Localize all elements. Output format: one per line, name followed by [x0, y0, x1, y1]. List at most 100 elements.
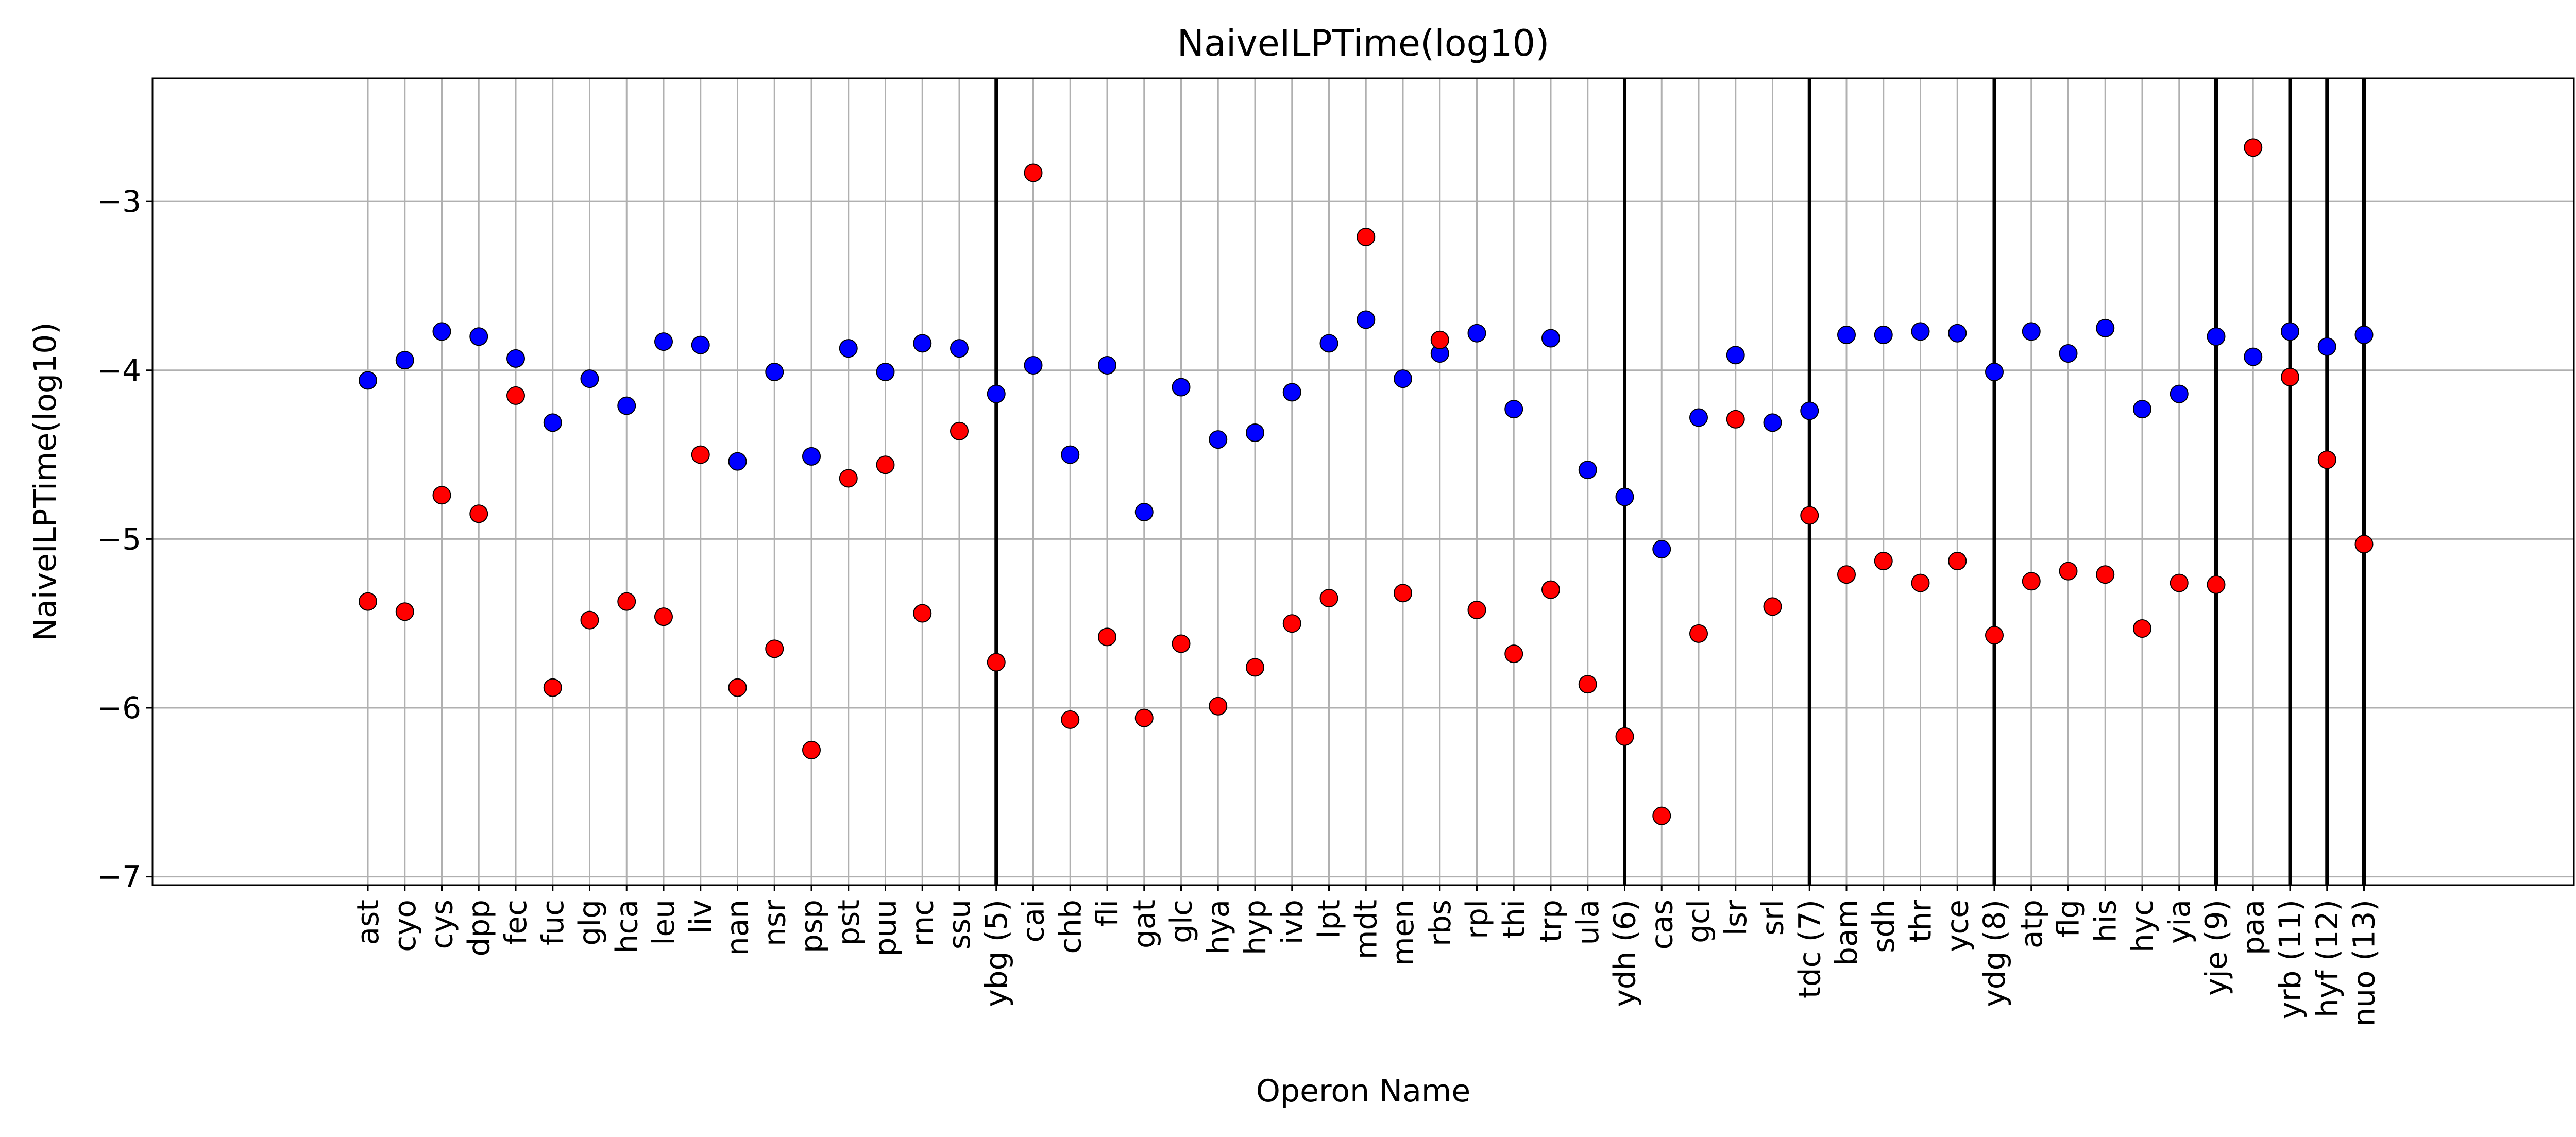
red-data-point	[802, 740, 821, 759]
x-tick-label: bam	[1829, 900, 1864, 966]
red-data-point	[1282, 614, 1301, 633]
red-data-point	[2207, 575, 2226, 594]
x-tick-label: thr	[1903, 900, 1938, 943]
red-data-point	[1061, 710, 1080, 729]
red-data-point	[469, 504, 488, 523]
blue-data-point	[1504, 400, 1523, 419]
blue-data-point	[1578, 461, 1597, 480]
red-data-point	[1763, 597, 1782, 616]
blue-data-point	[617, 396, 636, 415]
red-data-point	[2022, 572, 2041, 591]
x-tick-label: lpt	[1312, 900, 1347, 939]
x-tick-label: fli	[1090, 900, 1125, 927]
blue-data-point	[1800, 401, 1819, 420]
x-tick-label: ast	[350, 900, 385, 945]
red-data-point	[1394, 584, 1412, 603]
red-data-point	[2354, 535, 2374, 554]
x-tick-label: yce	[1940, 900, 1975, 952]
blue-data-point	[1098, 355, 1116, 375]
x-tick-label: dpp	[461, 900, 496, 956]
plot-frame	[151, 77, 2575, 886]
x-tick-label: yia	[2162, 900, 2197, 944]
blue-data-point	[1874, 325, 1893, 344]
blue-data-point	[1246, 423, 1264, 442]
red-data-point	[506, 386, 525, 405]
blue-data-point	[1948, 324, 1967, 343]
x-tick-label: rnc	[905, 900, 940, 946]
x-tick-label: glg	[572, 900, 607, 946]
red-data-point	[2317, 450, 2336, 469]
x-tick-label: gat	[1127, 900, 1162, 948]
blue-data-point	[839, 339, 858, 358]
red-data-point	[728, 678, 747, 697]
red-data-point	[2281, 367, 2299, 386]
x-tick-label: ybg (5)	[979, 900, 1014, 1007]
red-data-point	[1578, 675, 1597, 694]
blue-data-point	[1024, 355, 1043, 375]
x-axis-ticks: ast cyo cys dpp fec fuc glg hca leu liv nan nsr psp p…	[350, 885, 2382, 1027]
blue-data-point	[654, 332, 673, 351]
red-data-point	[987, 653, 1006, 672]
x-tick-label: puu	[868, 900, 903, 956]
x-tick-label: chb	[1053, 900, 1088, 954]
blue-data-point	[1467, 324, 1486, 343]
y-tick-label: −7	[97, 859, 142, 894]
red-data-point	[1726, 410, 1745, 429]
red-data-point	[2096, 565, 2115, 584]
blue-data-point	[2059, 344, 2078, 363]
blue-data-point	[1652, 540, 1671, 559]
red-data-point	[1319, 589, 1338, 608]
blue-data-point	[1837, 325, 1856, 344]
chart-title: NaiveILPTime(log10)	[1177, 22, 1550, 64]
red-data-point	[617, 592, 636, 611]
blue-data-point	[950, 339, 969, 358]
x-tick-label: flg	[2051, 900, 2086, 937]
red-data-point	[1985, 626, 2004, 645]
red-data-point	[1024, 163, 1043, 182]
blue-data-point	[1541, 329, 1560, 348]
red-data-point	[913, 604, 932, 623]
blue-data-point	[765, 363, 784, 382]
data-point-layer	[359, 138, 2374, 825]
x-tick-label: sdh	[1866, 900, 1901, 953]
blue-data-point	[395, 351, 414, 370]
blue-data-point	[1134, 502, 1154, 521]
red-data-point	[1134, 708, 1154, 727]
x-tick-label: trp	[1533, 900, 1568, 942]
red-data-point	[950, 421, 969, 440]
x-tick-label: hyf (12)	[2310, 900, 2345, 1017]
x-tick-label: hya	[1200, 900, 1235, 955]
x-tick-label: rpl	[1460, 900, 1495, 939]
red-data-point	[691, 445, 710, 464]
blue-data-point	[1726, 346, 1745, 365]
red-data-point	[2244, 138, 2263, 157]
red-data-point	[1948, 551, 1967, 570]
x-tick-label: ssu	[942, 900, 977, 949]
red-data-point	[1652, 806, 1671, 825]
y-axis-label: NaiveILPTime(log10)	[27, 322, 63, 641]
red-data-point	[395, 602, 414, 621]
blue-data-point	[1061, 445, 1080, 464]
red-data-point	[1357, 227, 1376, 246]
red-data-point	[2170, 573, 2189, 592]
red-data-point	[1541, 580, 1560, 599]
x-tick-label: hyp	[1238, 900, 1273, 955]
blue-data-point	[359, 371, 377, 390]
x-tick-label: rbs	[1422, 900, 1458, 946]
x-tick-label: cai	[1016, 900, 1051, 943]
blue-data-point	[802, 447, 821, 466]
x-tick-label: cas	[1644, 900, 1679, 950]
x-tick-label: hca	[609, 900, 644, 953]
red-data-point	[1467, 600, 1486, 619]
blue-data-point	[506, 349, 525, 368]
red-data-point	[1430, 330, 1449, 349]
x-tick-label: yrb (11)	[2273, 900, 2308, 1019]
red-data-point	[432, 486, 451, 505]
x-tick-label: liv	[683, 900, 718, 934]
x-tick-label: paa	[2235, 900, 2270, 955]
x-tick-label: lsr	[1718, 900, 1753, 936]
red-data-point	[1911, 573, 1930, 592]
red-data-point	[543, 678, 562, 697]
